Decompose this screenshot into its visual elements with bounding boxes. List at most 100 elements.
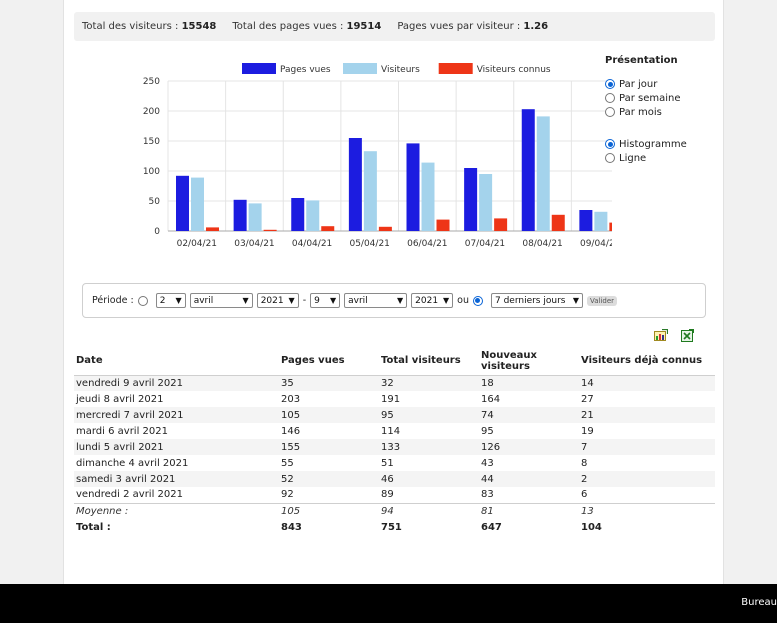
date-separator: - [302,295,307,306]
table-cell: 44 [479,471,579,487]
x-tick-label: 04/04/21 [292,239,332,249]
presentation-panel: Présentation Par jour Par semaine Par mo… [605,55,720,165]
table-cell: vendredi 2 avril 2021 [76,489,183,501]
bar-visiteurs [191,177,204,231]
total-pageviews: Total des pages vues : 19514 [232,21,382,32]
col-pages-vues: Pages vues [279,347,379,376]
y-tick-label: 0 [154,227,160,237]
bar-visiteurs-connus [494,218,508,231]
table-cell: 46 [379,471,479,487]
x-tick-label: 02/04/21 [177,239,217,249]
table-cell: 133 [379,439,479,455]
radio-par-jour[interactable] [605,79,615,89]
radio-histogramme[interactable] [605,139,615,149]
bar-pages-vues [176,175,189,231]
or-label: ou [457,295,469,306]
table-row: vendredi 9 avril 2021 35 32 18 14 [74,375,715,391]
bar-visiteurs [421,162,435,231]
x-tick-label: 08/04/21 [522,239,562,249]
y-tick-label: 100 [143,167,160,177]
excel-export-icon[interactable] [680,329,694,342]
from-month-select[interactable]: avril ▼ [189,293,253,308]
to-year-select[interactable]: 2021 ▼ [411,293,454,308]
table-cell: 92 [281,489,294,501]
table-cell: samedi 3 avril 2021 [74,471,279,487]
table-cell: 13 [579,502,715,519]
taskbar: Bureau [0,584,777,623]
table-cell: Moyenne : [74,502,279,519]
bar-visiteurs-connus [321,226,335,231]
bar-visiteurs [479,174,493,231]
option-par-jour[interactable]: Par jour [605,77,720,91]
table-cell: 104 [581,521,602,533]
table-cell: 6 [581,489,588,501]
total-row: Total : 843 751 647 104 [74,519,715,535]
table-cell: 7 [579,439,715,455]
stats-table: Date Pages vues Total visiteurs Nouveaux… [74,347,715,535]
bar-pages-vues [348,138,362,231]
table-cell: 126 [479,439,579,455]
col-visiteurs-connus: Visiteurs déjà connus [579,347,715,376]
table-cell: 164 [481,393,501,405]
table-cell: 81 [479,502,579,519]
option-par-mois[interactable]: Par mois [605,105,720,119]
table-cell: 751 [381,521,402,533]
option-ligne[interactable]: Ligne [605,151,720,165]
radio-ligne[interactable] [605,153,615,163]
x-tick-label: 07/04/21 [465,239,505,249]
from-year-select[interactable]: 2021 ▼ [256,293,299,308]
option-histogramme[interactable]: Histogramme [605,137,720,151]
bar-visiteurs [306,200,320,231]
from-day-select[interactable]: 2 ▼ [155,293,186,308]
legend-swatch [242,63,276,74]
total-visitors: Total des visiteurs : 15548 [82,21,217,32]
radio-custom-period[interactable] [137,295,148,306]
table-cell: jeudi 8 avril 2021 [76,393,164,405]
table-cell: 14 [579,375,715,391]
x-tick-label: 03/04/21 [234,239,274,249]
bar-pages-vues [579,210,593,231]
table-cell: 32 [379,375,479,391]
table-cell: 18 [479,375,579,391]
table-cell: 83 [481,489,494,501]
bar-pages-vues [291,198,305,231]
preset-range-select[interactable]: 7 derniers jours ▼ [490,293,583,308]
bar-visiteurs [536,116,550,231]
radio-par-semaine[interactable] [605,93,615,103]
period-label: Période : [92,295,134,306]
export-chart-icon[interactable] [654,329,668,342]
table-cell: 94 [379,502,479,519]
summary-bar: Total des visiteurs : 15548 Total des pa… [74,12,715,41]
taskbar-bureau-label[interactable]: Bureau [741,597,777,608]
bar-visiteurs-connus [378,226,392,231]
table-header: Date Pages vues Total visiteurs Nouveaux… [74,347,715,376]
table-cell: mercredi 7 avril 2021 [74,407,279,423]
table-cell: 35 [279,375,379,391]
bar-pages-vues [406,143,420,231]
to-month-select[interactable]: avril ▼ [344,293,408,308]
table-cell: 21 [579,407,715,423]
valider-button[interactable]: Valider [586,295,618,306]
to-day-select[interactable]: 9 ▼ [310,293,341,308]
option-par-semaine[interactable]: Par semaine [605,91,720,105]
statistics-page: Total des visiteurs : 15548 Total des pa… [63,0,724,584]
radio-preset-range[interactable] [472,295,483,306]
table-cell: 43 [481,457,494,469]
table-cell: vendredi 9 avril 2021 [74,375,279,391]
bar-pages-vues [464,168,478,231]
x-tick-label: 09/04/21 [580,239,612,249]
table-cell: 114 [381,425,401,437]
radio-par-mois[interactable] [605,107,615,117]
visits-chart: 0 50 100 150 200 250 02/04/21 03/04/21 04/04/21 0… [92,55,612,255]
x-tick-label: 06/04/21 [407,239,447,249]
table-cell: 8 [581,457,588,469]
legend-label: Visiteurs connus [477,65,551,75]
table-cell: 146 [281,425,301,437]
col-nouveaux-visiteurs: Nouveaux visiteurs [479,347,579,376]
table-row: vendredi 2 avril 2021 92 89 83 6 [74,487,715,503]
legend-swatch [438,63,473,74]
table-cell: 55 [281,457,294,469]
table-cell: 74 [479,407,579,423]
y-tick-label: 50 [149,197,161,207]
legend-swatch [343,63,377,74]
